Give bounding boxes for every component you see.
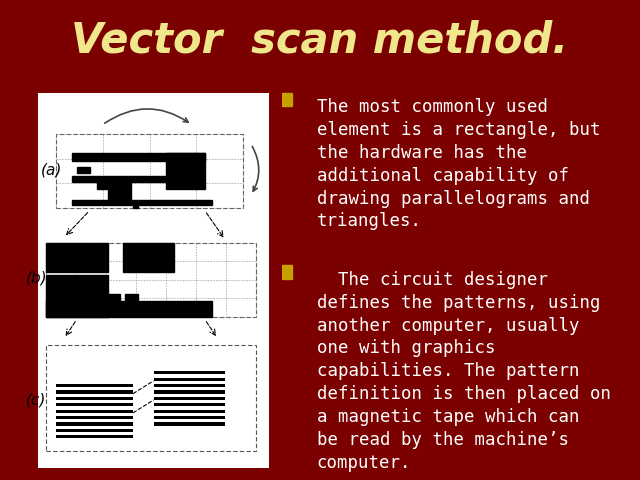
Text: (a): (a) [41,162,62,177]
Bar [125,294,138,300]
Bar [108,294,120,300]
Bar [56,384,133,387]
Bar [282,93,292,106]
Bar [46,242,256,317]
Bar [56,435,133,438]
Bar [154,384,225,387]
Bar [77,167,90,173]
Bar [154,409,225,413]
Bar [72,176,166,182]
Bar [56,134,243,208]
Bar [46,275,108,317]
Bar [56,416,133,419]
Bar [166,153,205,189]
Bar [46,301,212,317]
Text: The circuit designer
defines the patterns, using
another computer, usually
one w: The circuit designer defines the pattern… [317,271,611,472]
Bar [123,242,174,272]
Bar [133,205,138,208]
Bar [154,403,225,407]
Bar [154,390,225,394]
Bar [56,397,133,400]
Bar [56,422,133,426]
Bar [154,378,225,381]
Bar [97,182,113,189]
Text: (b): (b) [26,271,47,286]
Text: (c): (c) [26,393,46,408]
Bar [282,265,292,279]
Text: The most commonly used
element is a rectangle, but
the hardware has the
addition: The most commonly used element is a rect… [317,98,600,230]
Bar [56,390,133,394]
FancyArrowPatch shape [252,146,259,191]
Bar [56,429,133,432]
Bar [46,242,108,272]
Bar [56,409,133,413]
Bar [154,371,225,374]
Text: Vector  scan method.: Vector scan method. [72,20,568,62]
Bar [72,153,205,161]
Bar [72,200,212,205]
Bar [154,416,225,419]
Bar [46,345,256,451]
Bar [154,422,225,426]
Bar [108,182,131,202]
FancyArrowPatch shape [105,109,188,123]
Bar [56,403,133,407]
Bar [154,397,225,400]
